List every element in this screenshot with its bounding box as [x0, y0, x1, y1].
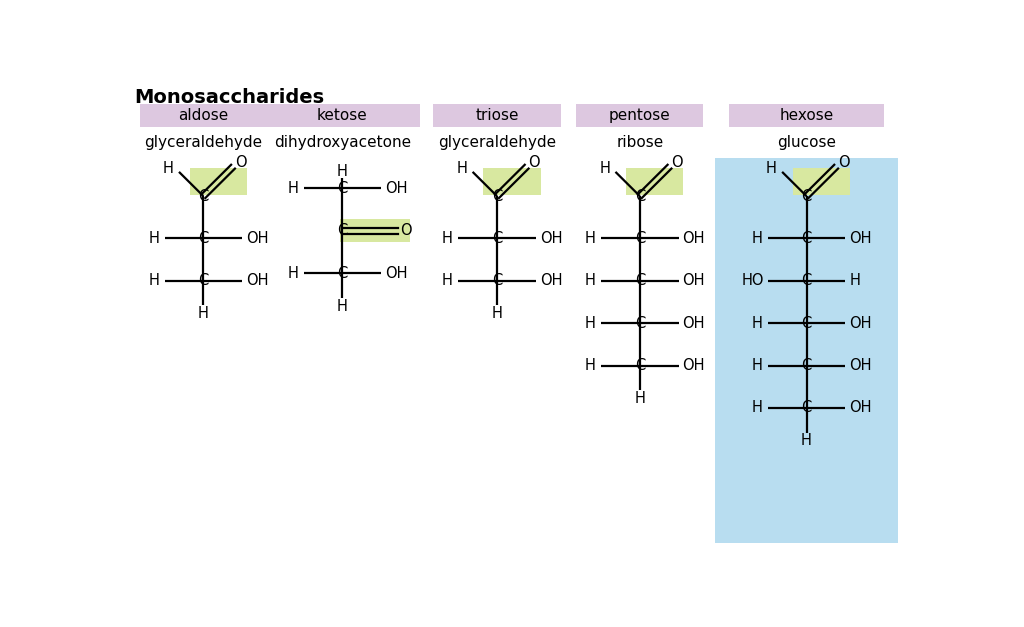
FancyBboxPatch shape [140, 103, 267, 127]
Text: C: C [492, 231, 502, 246]
Text: H: H [148, 231, 159, 246]
Text: H: H [457, 161, 467, 176]
Text: pentose: pentose [609, 108, 671, 123]
Text: C: C [635, 231, 645, 246]
Text: OH: OH [540, 231, 562, 246]
Text: hexose: hexose [779, 108, 834, 123]
Text: HO: HO [741, 273, 764, 288]
Text: C: C [337, 266, 347, 281]
Text: OH: OH [683, 315, 705, 330]
FancyBboxPatch shape [577, 103, 703, 127]
Text: C: C [802, 189, 812, 204]
FancyBboxPatch shape [340, 219, 410, 242]
Text: C: C [635, 273, 645, 288]
Text: C: C [337, 181, 347, 196]
Text: OH: OH [849, 358, 871, 373]
Text: Monosaccharides: Monosaccharides [134, 88, 325, 107]
Text: H: H [766, 161, 776, 176]
Text: OH: OH [246, 231, 268, 246]
Text: OH: OH [385, 266, 408, 281]
Text: H: H [752, 315, 762, 330]
Text: H: H [752, 358, 762, 373]
Text: OH: OH [849, 401, 871, 415]
Text: glyceraldehyde: glyceraldehyde [438, 135, 556, 150]
Text: glucose: glucose [777, 135, 836, 150]
Text: H: H [287, 266, 298, 281]
FancyBboxPatch shape [483, 167, 541, 195]
FancyBboxPatch shape [626, 167, 683, 195]
Text: H: H [287, 181, 298, 196]
Text: dihydroxyacetone: dihydroxyacetone [273, 135, 411, 150]
Text: H: H [492, 307, 503, 322]
Text: ribose: ribose [616, 135, 664, 150]
Text: O: O [838, 155, 850, 171]
Text: C: C [802, 358, 812, 373]
Text: OH: OH [683, 358, 705, 373]
Text: OH: OH [849, 315, 871, 330]
Text: H: H [752, 231, 762, 246]
FancyBboxPatch shape [793, 167, 850, 195]
Text: H: H [163, 161, 173, 176]
Text: H: H [752, 401, 762, 415]
Text: C: C [802, 401, 812, 415]
Text: C: C [635, 358, 645, 373]
FancyBboxPatch shape [715, 157, 898, 542]
Text: H: H [198, 307, 209, 322]
Text: triose: triose [475, 108, 519, 123]
Text: H: H [585, 315, 596, 330]
FancyBboxPatch shape [729, 103, 884, 127]
Text: C: C [337, 223, 347, 238]
Text: OH: OH [849, 231, 871, 246]
FancyBboxPatch shape [433, 103, 560, 127]
Text: C: C [635, 189, 645, 204]
Text: C: C [802, 315, 812, 330]
Text: C: C [492, 189, 502, 204]
Text: OH: OH [385, 181, 408, 196]
Text: H: H [442, 231, 453, 246]
Text: H: H [635, 391, 645, 406]
Text: O: O [672, 155, 683, 171]
Text: O: O [234, 155, 247, 171]
Text: O: O [528, 155, 541, 171]
Text: C: C [199, 231, 209, 246]
Text: H: H [337, 298, 348, 314]
FancyBboxPatch shape [189, 167, 247, 195]
Text: H: H [337, 164, 348, 179]
Text: O: O [400, 223, 412, 238]
Text: C: C [492, 273, 502, 288]
Text: C: C [199, 273, 209, 288]
Text: C: C [802, 231, 812, 246]
Text: H: H [148, 273, 159, 288]
Text: glyceraldehyde: glyceraldehyde [144, 135, 262, 150]
Text: H: H [599, 161, 610, 176]
Text: H: H [849, 273, 860, 288]
Text: ketose: ketose [316, 108, 368, 123]
Text: H: H [801, 433, 812, 448]
Text: H: H [585, 358, 596, 373]
Text: OH: OH [683, 231, 705, 246]
Text: H: H [585, 231, 596, 246]
Text: H: H [442, 273, 453, 288]
Text: C: C [199, 189, 209, 204]
FancyBboxPatch shape [265, 103, 420, 127]
Text: OH: OH [246, 273, 268, 288]
Text: OH: OH [683, 273, 705, 288]
Text: C: C [802, 273, 812, 288]
Text: C: C [635, 315, 645, 330]
Text: H: H [585, 273, 596, 288]
Text: aldose: aldose [178, 108, 228, 123]
Text: OH: OH [540, 273, 562, 288]
